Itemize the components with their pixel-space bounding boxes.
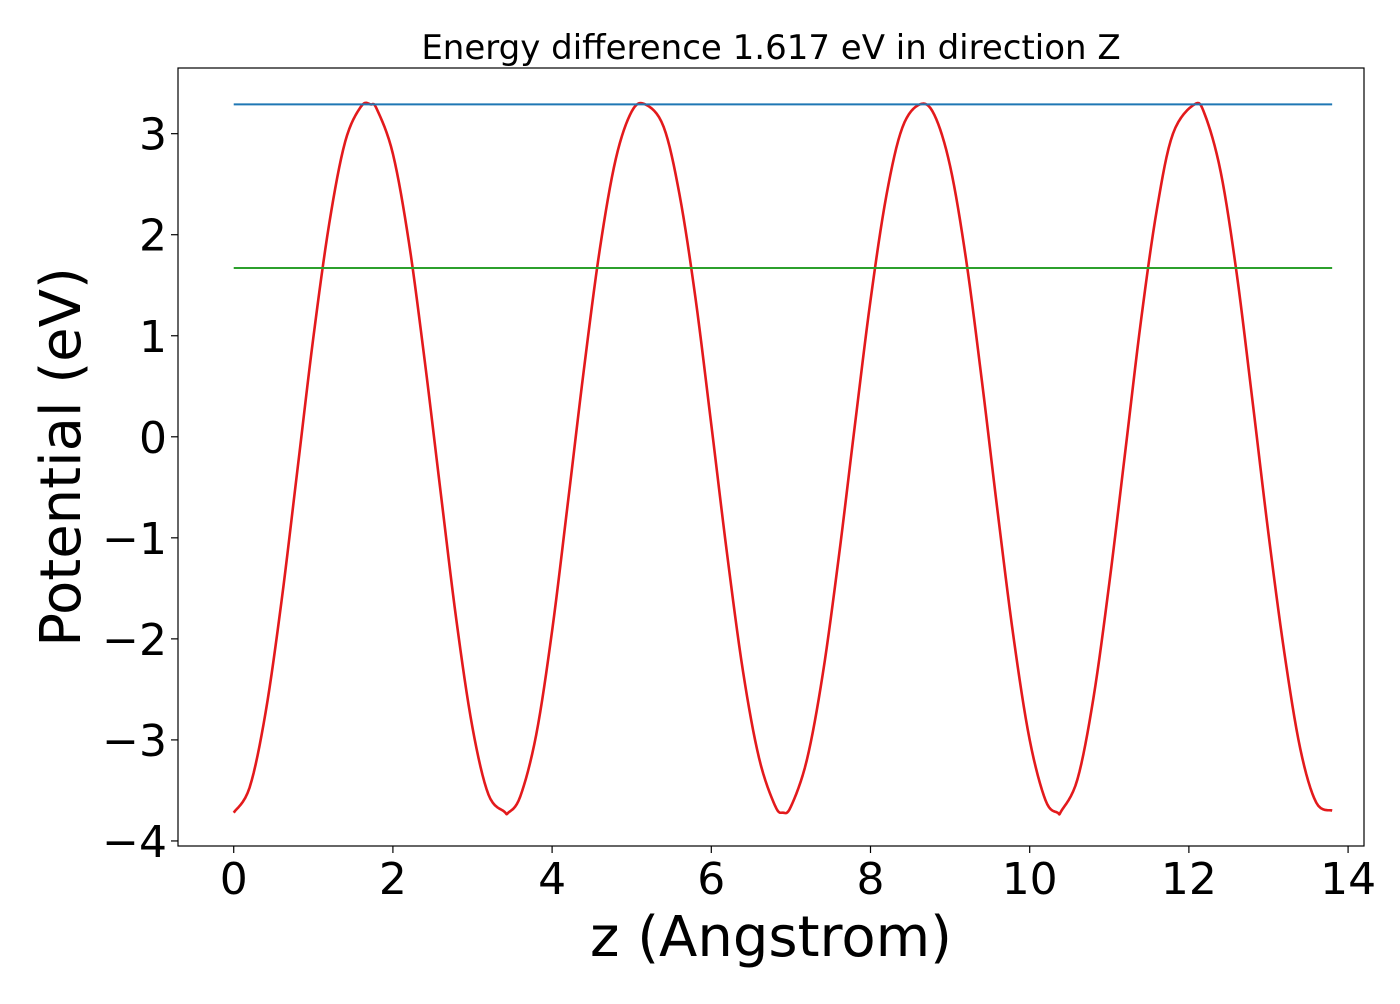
x-tick-label: 0	[220, 854, 248, 905]
x-axis-label: z (Angstrom)	[590, 905, 952, 970]
y-axis: −4 −3 −2 −1 0 1 2 3	[102, 110, 178, 868]
y-tick-label: 3	[139, 110, 167, 161]
x-tick-label: 10	[1002, 854, 1058, 905]
y-tick-label: 1	[139, 312, 167, 363]
x-tick-label: 6	[697, 854, 725, 905]
y-tick-label: −2	[102, 615, 167, 666]
x-tick-label: 14	[1320, 854, 1376, 905]
y-tick-label: −4	[102, 817, 167, 868]
x-tick-label: 12	[1161, 854, 1217, 905]
series-layer	[232, 101, 1333, 816]
y-tick-label: −1	[102, 514, 167, 565]
plot-frame	[177, 67, 1365, 847]
x-tick-label: 4	[538, 854, 566, 905]
y-tick-label: 0	[139, 413, 167, 464]
x-tick-label: 8	[856, 854, 884, 905]
y-tick-label: 2	[139, 211, 167, 262]
plot-area	[177, 67, 1365, 847]
x-tick-label: 2	[379, 854, 407, 905]
y-axis-label: Potential (eV)	[29, 267, 94, 647]
x-axis: 0 2 4 6 8 10 12 14	[220, 846, 1376, 905]
potential-curve	[232, 101, 1333, 816]
chart-title: Energy difference 1.617 eV in direction …	[421, 28, 1120, 68]
y-tick-label: −3	[102, 716, 167, 767]
